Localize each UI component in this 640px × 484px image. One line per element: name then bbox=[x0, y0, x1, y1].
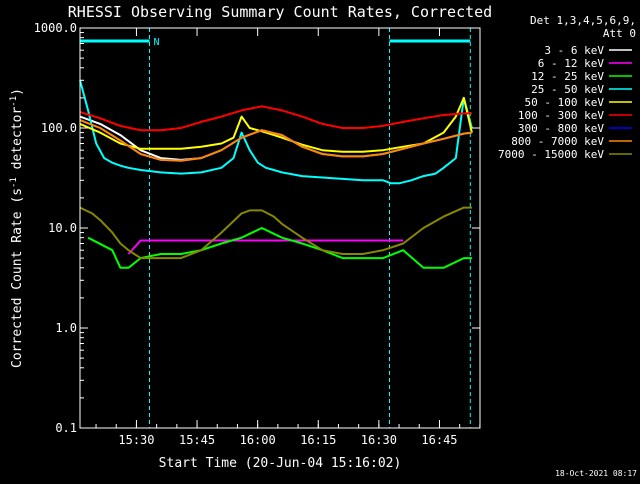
legend-label-3: 25 - 50 keV bbox=[531, 83, 604, 96]
footer-date: 18-Oct-2021 08:17 bbox=[555, 469, 637, 478]
y-tick-label-4: 1000.0 bbox=[34, 21, 77, 35]
series-line-5 bbox=[79, 105, 472, 132]
tick-layer: 15:30 15:45 16:00 16:15 16:30 16:45 0.1 1.0 10.0… bbox=[34, 21, 481, 447]
chart-title: RHESSI Observing Summary Count Rates, Co… bbox=[68, 3, 492, 21]
y-axis-label-part3: ) bbox=[10, 88, 25, 96]
y-tick-label-3: 100.0 bbox=[41, 121, 77, 135]
legend-label-5: 100 - 300 keV bbox=[518, 109, 604, 122]
legend-label-6: 300 - 800 keV bbox=[518, 122, 604, 135]
legend-label-7: 800 - 7000 keV bbox=[511, 135, 604, 148]
legend-label-0: 3 - 6 keV bbox=[544, 44, 604, 57]
legend-label-8: 7000 - 15000 keV bbox=[498, 148, 604, 161]
y-tick-label-0: 0.1 bbox=[55, 421, 77, 435]
series-line-2 bbox=[87, 227, 472, 269]
series-line-3 bbox=[79, 80, 473, 185]
legend-header-line1: Det 1,3,4,5,6,9, bbox=[530, 14, 636, 27]
x-tick-label-4: 16:30 bbox=[361, 433, 397, 447]
x-tick-label-3: 16:15 bbox=[300, 433, 336, 447]
y-axis-label-part2: detector bbox=[10, 107, 25, 178]
x-tick-label-1: 15:45 bbox=[179, 433, 215, 447]
legend-label-2: 12 - 25 keV bbox=[531, 70, 604, 83]
series-line-1 bbox=[127, 239, 404, 255]
series-line-8 bbox=[79, 206, 472, 260]
legend-label-1: 6 - 12 keV bbox=[538, 57, 605, 70]
night-label: N bbox=[153, 37, 159, 48]
y-axis-label-part1: Corrected Count Rate (s bbox=[10, 188, 25, 368]
y-tick-label-1: 1.0 bbox=[55, 321, 77, 335]
y-axis-label-sup2: -1 bbox=[9, 96, 19, 107]
x-tick-label-5: 16:45 bbox=[421, 433, 457, 447]
y-axis-label: Corrected Count Rate (s-1 detector-1) bbox=[9, 88, 25, 368]
y-tick-label-2: 10.0 bbox=[48, 221, 77, 235]
legend-label-4: 50 - 100 keV bbox=[525, 96, 605, 109]
series-line-7 bbox=[79, 119, 473, 162]
y-axis-label-sup1: -1 bbox=[9, 177, 19, 188]
legend-header-line2: Att 0 bbox=[603, 27, 636, 40]
x-axis-label: Start Time (20-Jun-04 15:16:02) bbox=[159, 456, 402, 471]
x-tick-label-0: 15:30 bbox=[118, 433, 154, 447]
x-tick-label-2: 16:00 bbox=[240, 433, 276, 447]
series-layer bbox=[79, 80, 473, 269]
